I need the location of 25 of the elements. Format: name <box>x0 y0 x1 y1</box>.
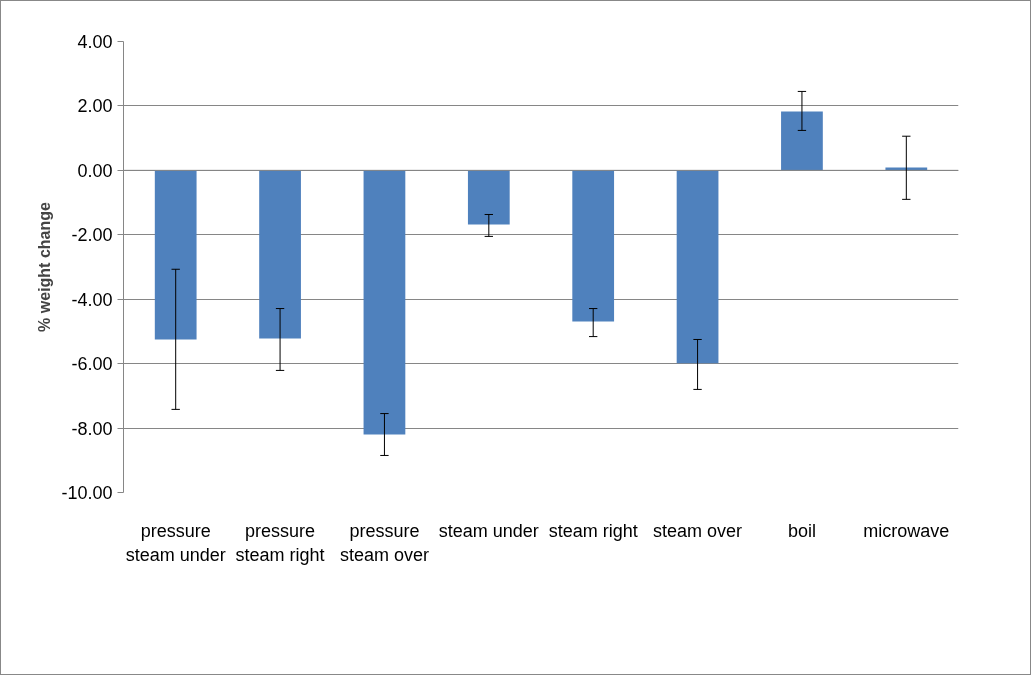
x-tick-label: pressure steam right <box>235 520 325 565</box>
x-tick-label: boil <box>787 520 816 541</box>
y-tick-label: -6.00 <box>71 354 113 375</box>
x-tick-label: pressure steam under <box>125 520 226 565</box>
x-tick-label: microwave <box>863 520 950 541</box>
x-tick-label: steam under <box>438 520 539 541</box>
x-tick-label: steam right <box>548 520 638 541</box>
bar <box>154 170 197 340</box>
bar <box>467 170 510 225</box>
y-tick-label: 2.00 <box>77 96 113 117</box>
x-tick-label: steam over <box>653 520 743 541</box>
bar <box>363 170 406 435</box>
y-tick-label: 0.00 <box>77 160 113 181</box>
y-tick-label: 4.00 <box>77 32 113 52</box>
bar <box>885 167 928 171</box>
y-tick-label: -8.00 <box>71 418 113 439</box>
bar <box>259 170 301 339</box>
y-tick-label: -10.00 <box>61 483 113 503</box>
y-axis-title: % weight change <box>36 202 54 332</box>
y-tick-label: -2.00 <box>71 225 113 246</box>
x-tick-label: pressure steam over <box>339 520 429 565</box>
bar <box>572 170 615 322</box>
y-tick-label: -4.00 <box>71 289 113 310</box>
bar <box>676 170 719 364</box>
bar <box>781 111 823 171</box>
